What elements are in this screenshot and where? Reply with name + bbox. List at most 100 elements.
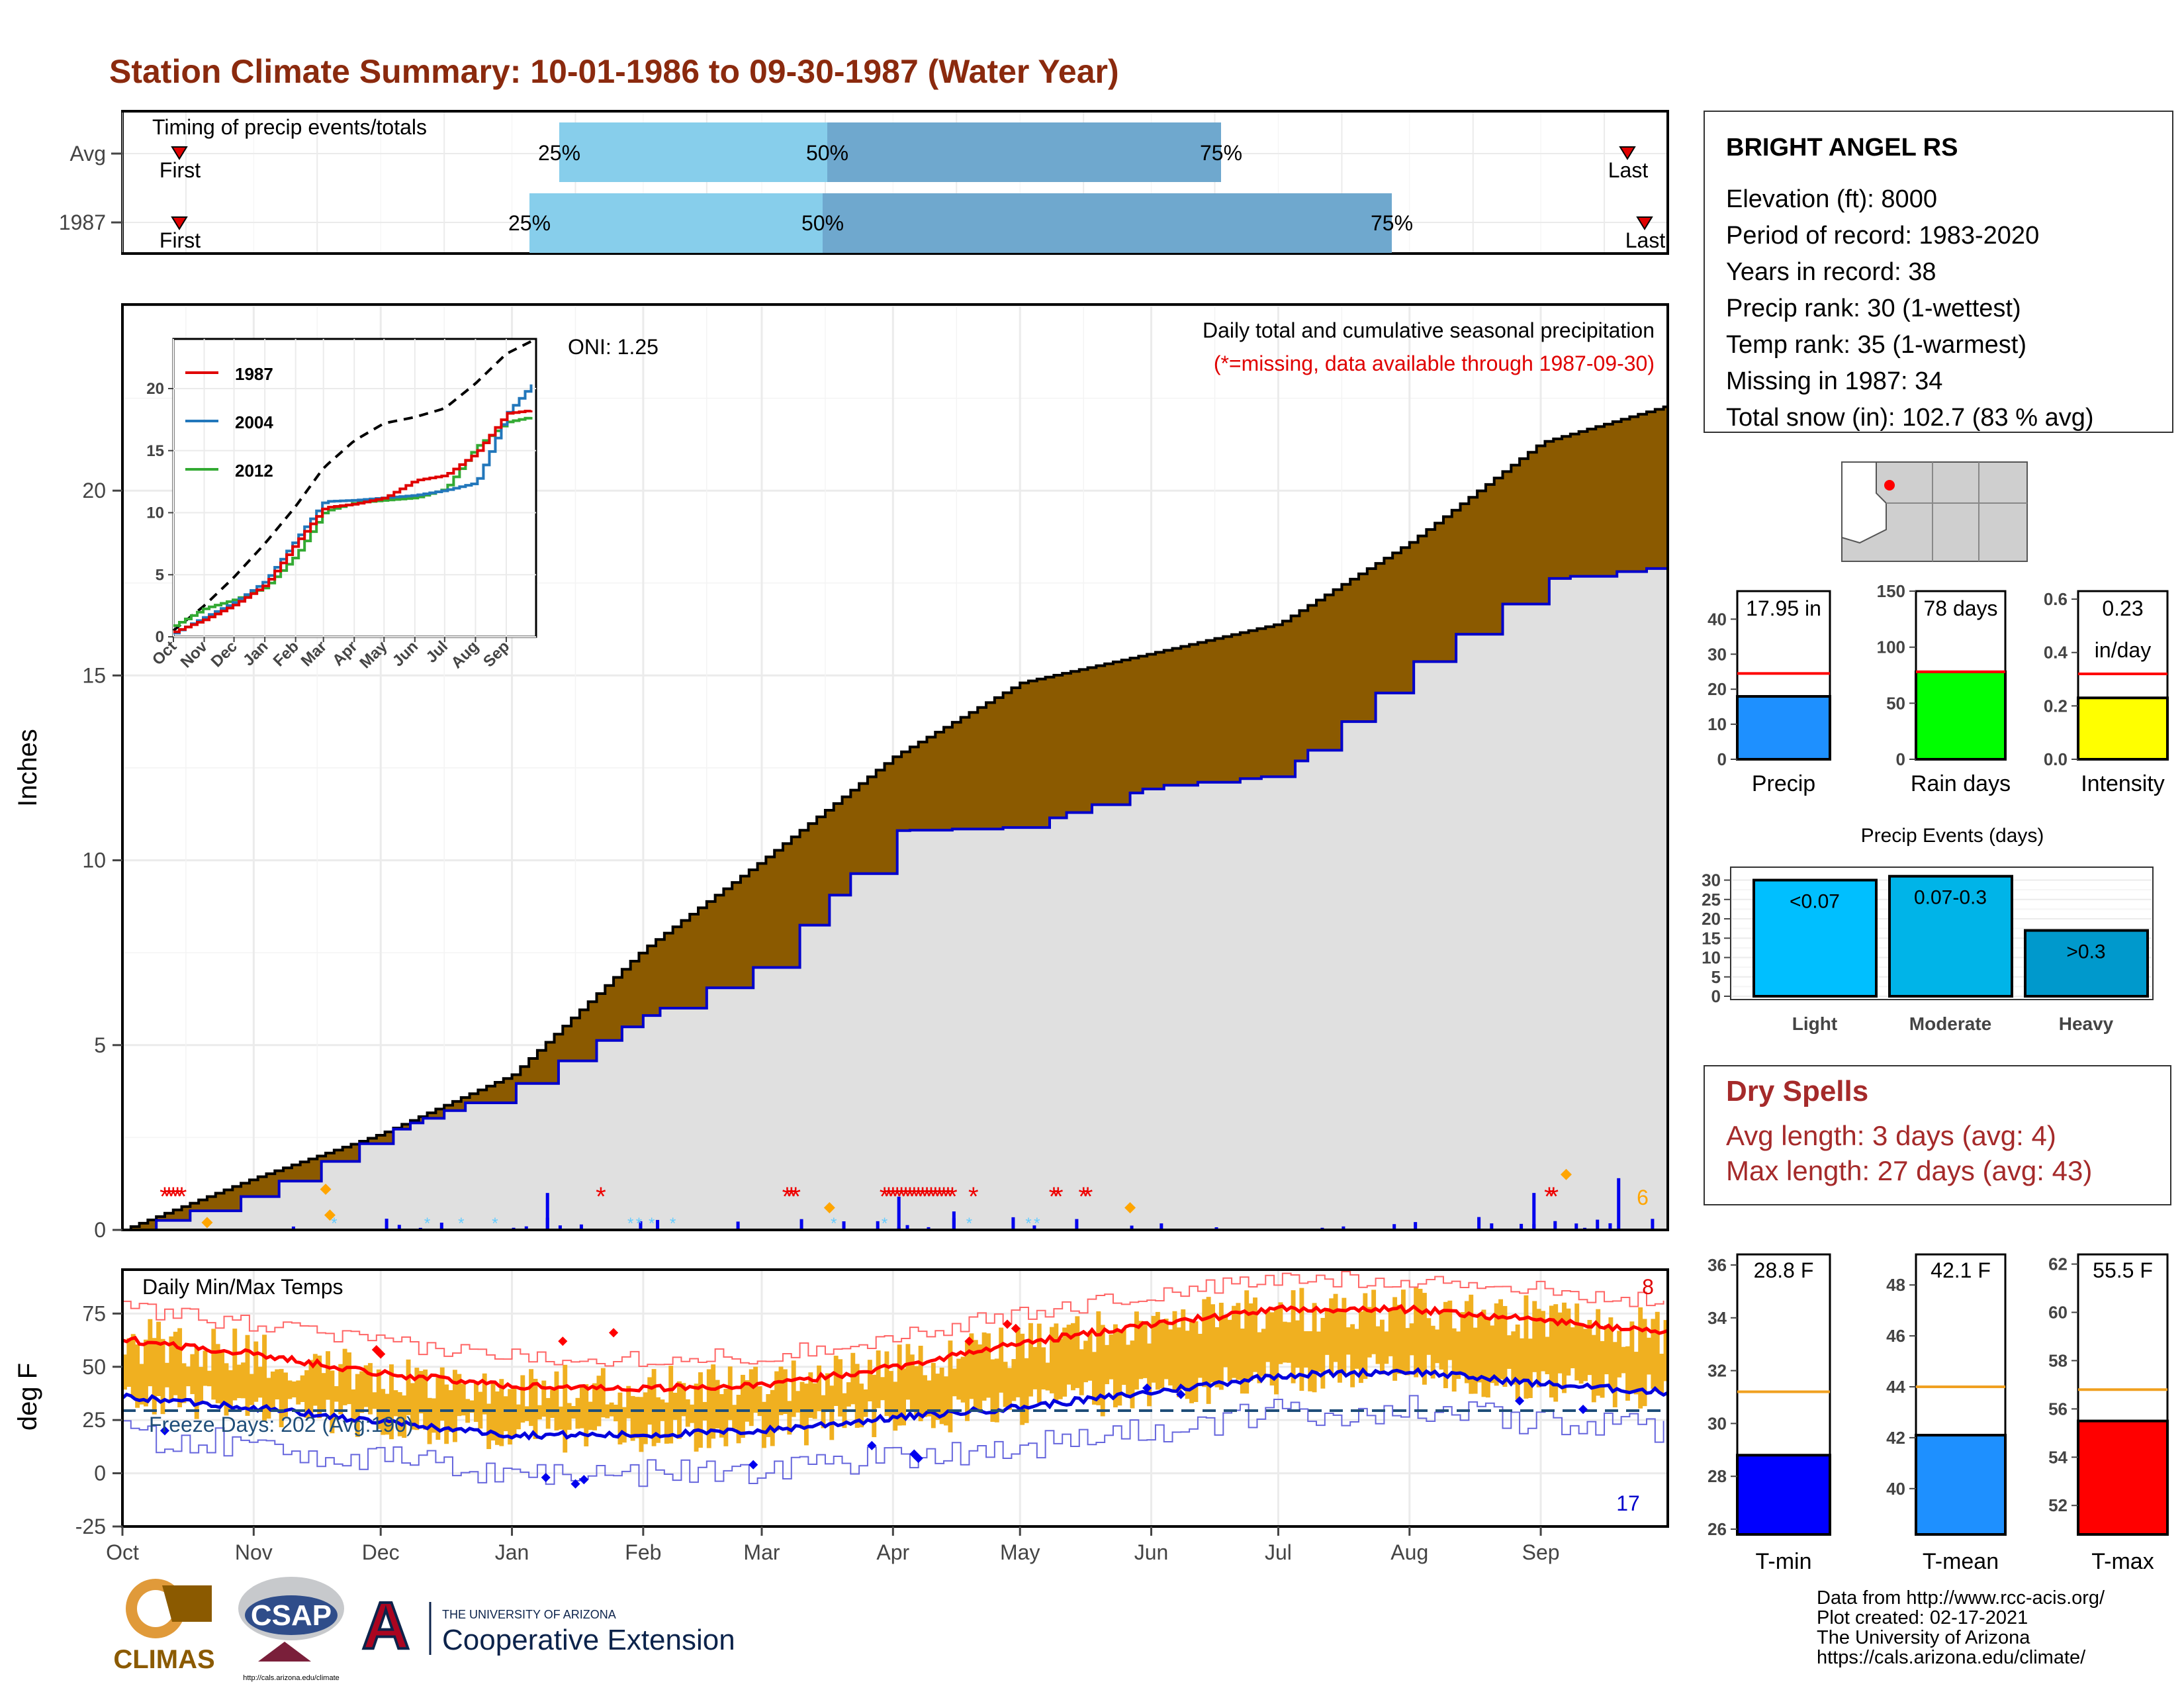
temp-summary-value: 55.5 F (2093, 1258, 2153, 1282)
timing-label: Timing of precip events/totals (152, 115, 427, 139)
month-axis: Oct Nov Dec Jan Feb Mar Apr May Jun Jul Aug Sep (106, 1526, 1560, 1564)
missing-marker: * (1544, 1182, 1555, 1211)
temp-bar (1578, 1323, 1584, 1384)
temp-bar (1663, 1320, 1668, 1382)
temp-bar (1134, 1311, 1139, 1390)
missing-marker: * (901, 1182, 911, 1211)
temp-bar (1142, 1323, 1148, 1378)
temp-bar (418, 1371, 424, 1414)
snow-marker: * (831, 1215, 837, 1233)
temp-bar (1244, 1290, 1250, 1394)
temp-bar (126, 1338, 132, 1387)
last-label-avg: Last (1608, 158, 1649, 182)
temp-bar (516, 1404, 521, 1430)
temp-bar (1320, 1317, 1326, 1389)
temp-bar (1236, 1303, 1241, 1380)
temp-bar (1511, 1331, 1516, 1385)
temp-bar (948, 1340, 953, 1432)
temp-bar (749, 1369, 754, 1427)
temp-bar (1227, 1319, 1232, 1382)
temp-bar (389, 1364, 394, 1440)
daily-precip-bar (558, 1225, 562, 1230)
missing-marker: * (884, 1182, 894, 1211)
temp-bar (262, 1335, 267, 1421)
inset-ytick-label: 10 (146, 504, 164, 522)
temp-bar (139, 1364, 144, 1405)
temp-bar (135, 1344, 140, 1408)
temp-bar (402, 1395, 407, 1438)
temp-bar (563, 1364, 568, 1453)
events-category: Light (1792, 1013, 1837, 1034)
climas-logo: CLIMAS (113, 1579, 215, 1674)
station-line-1: Elevation (ft): 8000 (1726, 185, 1937, 213)
daily-precip-bar (1342, 1226, 1345, 1230)
missing-marker: * (934, 1182, 945, 1211)
temp-bar (969, 1333, 974, 1399)
temp-bar (435, 1378, 441, 1440)
temp-bar (727, 1366, 733, 1421)
temp-bar (1261, 1329, 1266, 1376)
temp-bar (558, 1406, 563, 1430)
inset-ytick-label: 5 (156, 566, 164, 584)
events-bar-label: >0.3 (2066, 941, 2105, 963)
temp-bar (584, 1384, 589, 1446)
summary-value: 78 days (1923, 596, 1997, 620)
station-location-dot (1884, 480, 1895, 491)
temp-bar (393, 1390, 398, 1417)
temp-bar (503, 1396, 508, 1432)
temp-bar (283, 1372, 288, 1417)
temp-bar (287, 1380, 293, 1399)
missing-marker: * (917, 1182, 928, 1211)
temp-bar (1638, 1307, 1643, 1409)
station-line-2: Period of record: 1983-2020 (1726, 222, 2039, 250)
temp-bar (1291, 1290, 1296, 1383)
temp-summary-tick-label: 52 (2048, 1495, 2068, 1515)
temp-bar (1659, 1354, 1664, 1393)
temp-bar (1422, 1293, 1427, 1385)
station-line-7: Total snow (in): 102.7 (83 % avg) (1726, 404, 2094, 432)
events-tick-label: 15 (1702, 928, 1721, 948)
cumulative-avg-area (122, 566, 1669, 1231)
snow-marker: * (882, 1215, 887, 1233)
temp-bar (1083, 1340, 1089, 1383)
station-line-3: Years in record: 38 (1726, 258, 1936, 286)
temp-bar (1253, 1297, 1257, 1372)
timing-1987-q2-bar (823, 193, 1392, 253)
temp-bar (122, 1354, 127, 1390)
temp-bar (410, 1383, 415, 1430)
temp-bar (363, 1365, 369, 1407)
temp-bar (206, 1370, 212, 1387)
temp-bar (499, 1379, 504, 1446)
temp-bar (279, 1369, 284, 1428)
temp-bar (617, 1392, 623, 1445)
temp-bar (1278, 1302, 1283, 1364)
missing-marker: * (596, 1182, 606, 1211)
temp-summary-bar (1915, 1434, 2007, 1536)
temp-bar (787, 1401, 792, 1435)
summary-value: 0.23 (2102, 596, 2143, 620)
temp-bar (981, 1332, 987, 1401)
summary-tick-label: 10 (1707, 714, 1727, 734)
temp-bar (745, 1380, 750, 1422)
temp-bar (529, 1369, 534, 1427)
temp-bar (1549, 1305, 1554, 1398)
temp-bar (1011, 1359, 1017, 1401)
temp-bar (359, 1371, 365, 1413)
summary-tick-label: 100 (1877, 637, 1905, 657)
temp-bar (923, 1375, 927, 1417)
timing-1987-q1-bar (529, 193, 823, 253)
daily-precip-bar (1075, 1219, 1079, 1230)
temp-bar (1028, 1323, 1033, 1397)
temp-bar (1409, 1323, 1414, 1356)
temp-bar (1160, 1323, 1165, 1389)
temp-bar (444, 1384, 449, 1444)
temp-bar (1485, 1317, 1490, 1398)
temp-bar (931, 1362, 936, 1429)
missing-marker: * (943, 1182, 954, 1211)
temp-bar (1003, 1362, 1008, 1407)
temp-bar (351, 1389, 356, 1423)
temp-bar (579, 1385, 584, 1429)
temp-bar (614, 1405, 618, 1422)
temp-bar (524, 1406, 529, 1421)
temp-bar (1096, 1311, 1101, 1405)
